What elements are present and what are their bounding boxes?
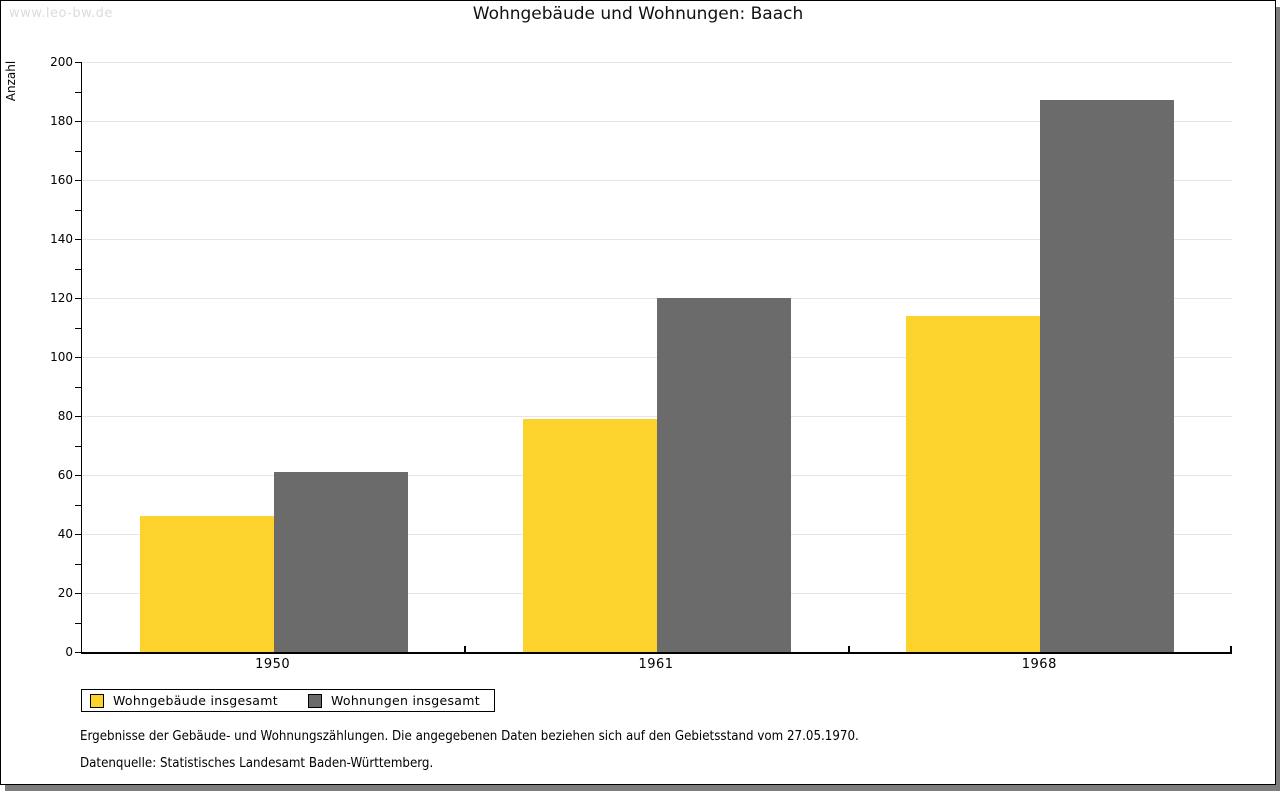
y-axis-tick: [75, 504, 81, 506]
y-axis-tick: [75, 534, 81, 535]
y-axis-tick-label: 20: [57, 586, 73, 600]
gridline: [82, 239, 1232, 240]
y-axis-tick-label: 0: [65, 645, 73, 659]
bar-1968-wohngebaeude: [906, 315, 1041, 652]
legend-swatch-yellow: [90, 693, 104, 708]
y-axis-tick: [75, 268, 81, 270]
y-axis-title: Anzahl: [4, 60, 18, 102]
bar-1968-wohnungen: [1040, 100, 1175, 652]
y-axis-tick: [75, 121, 81, 122]
y-axis-tick: [75, 357, 81, 358]
y-axis-tick: [75, 239, 81, 240]
footnote-source-note: Ergebnisse der Gebäude- und Wohnungszähl…: [80, 728, 859, 744]
x-axis-tick: [847, 646, 850, 652]
y-axis-tick-label: 180: [50, 114, 73, 128]
legend-label: Wohnungen insgesamt: [330, 693, 480, 708]
y-axis-tick: [75, 327, 81, 329]
watermark: www.leo-bw.de: [9, 6, 113, 21]
y-axis-tick: [75, 593, 81, 594]
y-axis-tick: [75, 416, 81, 417]
y-axis-tick-label: 80: [57, 409, 73, 423]
gridline: [82, 62, 1232, 63]
y-axis-tick: [75, 475, 81, 476]
legend-item-wohnungen: Wohnungen insgesamt: [307, 693, 480, 708]
legend-item-wohngebaeude: Wohngebäude insgesamt: [90, 693, 278, 708]
bar-1950-wohngebaeude: [139, 516, 274, 652]
y-axis-tick: [75, 563, 81, 565]
legend: Wohngebäude insgesamt Wohnungen insgesam…: [81, 689, 495, 712]
y-axis-tick-label: 60: [57, 468, 73, 482]
y-axis-tick: [75, 150, 81, 152]
x-axis-end-tick: [1230, 646, 1232, 652]
y-axis-tick: [75, 91, 81, 93]
chart-title: Wohngebäude und Wohnungen: Baach: [472, 4, 804, 24]
y-axis-tick: [75, 209, 81, 211]
x-axis-tick: [464, 646, 467, 652]
y-axis-tick-label: 140: [50, 232, 73, 246]
x-axis-tick-label: 1968: [1021, 657, 1057, 672]
y-axis-tick-label: 120: [50, 291, 73, 305]
x-axis-tick-label: 1950: [255, 657, 291, 672]
footnote-data-source: Datenquelle: Statistisches Landesamt Bad…: [80, 755, 434, 771]
y-axis-tick: [75, 386, 81, 388]
bar-1961-wohnungen: [657, 298, 791, 652]
x-axis-tick-label: 1961: [638, 657, 674, 672]
y-axis-tick: [75, 445, 81, 447]
y-axis-tick: [75, 622, 81, 624]
legend-label: Wohngebäude insgesamt: [113, 693, 278, 708]
y-axis-tick-label: 200: [50, 55, 73, 69]
y-axis-tick: [75, 298, 81, 299]
y-axis-tick-label: 160: [50, 173, 73, 187]
y-axis-tick: [75, 62, 81, 63]
gridline: [82, 121, 1232, 122]
y-axis-tick: [75, 652, 81, 653]
bar-1961-wohngebaeude: [523, 418, 657, 652]
y-axis-tick-label: 100: [50, 350, 73, 364]
y-axis-tick: [75, 180, 81, 181]
legend-swatch-gray: [307, 693, 322, 708]
y-axis-tick-label: 40: [57, 527, 73, 541]
plot-area: [75, 62, 1232, 654]
gridline: [82, 180, 1232, 181]
bar-1950-wohnungen: [273, 472, 408, 652]
